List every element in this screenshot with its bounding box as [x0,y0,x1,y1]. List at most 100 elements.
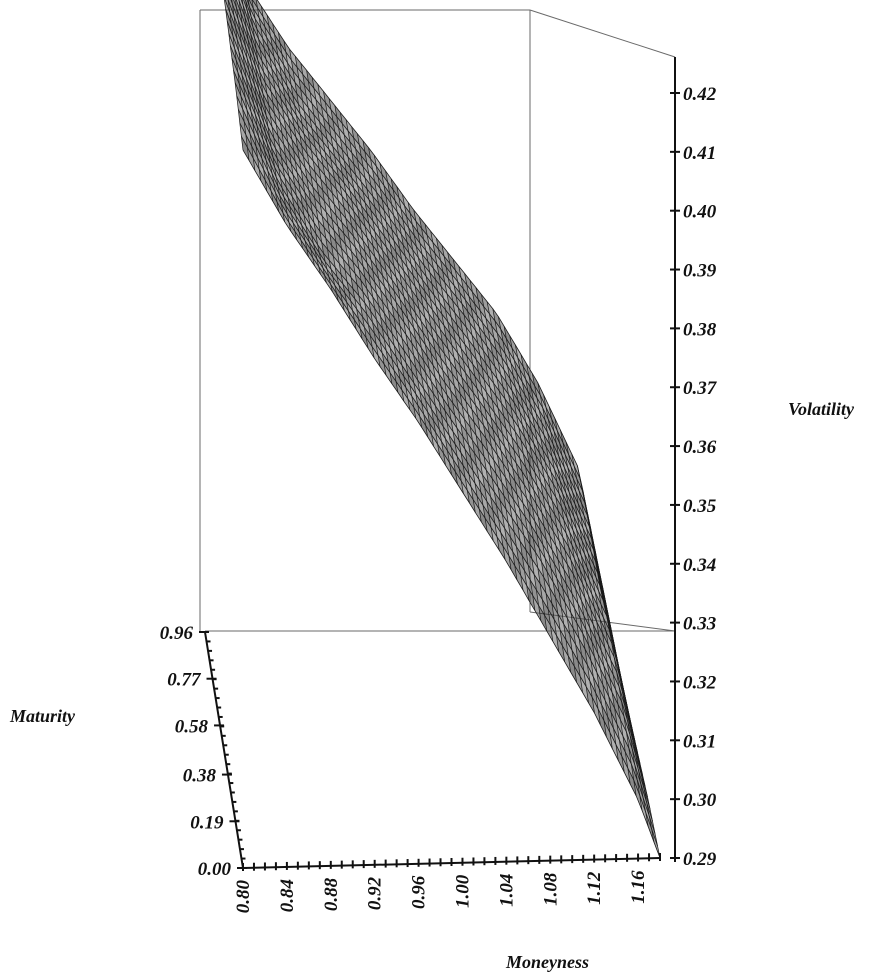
surface-patch [567,467,576,492]
surface-patch [570,612,580,639]
surface-patch [488,330,497,350]
surface-patch [553,484,562,507]
surface-patch [600,668,609,697]
surface-patch [577,516,586,541]
surface-line-maturity [543,394,601,725]
surface-patch [431,353,439,374]
surface-patch [295,215,304,233]
surface-patch [390,348,398,368]
surface-patch [340,112,348,131]
surface-patch [254,38,262,61]
surface-patch [578,503,587,528]
surface-line-maturity [390,178,440,456]
surface-patch [474,303,483,323]
surface-patch [306,70,314,89]
surface-patch [545,508,554,532]
surface-patch [260,50,268,70]
surface-patch [543,394,552,419]
surface-patch [250,33,258,61]
surface-patch [600,619,609,646]
surface-patch [374,256,383,276]
surface-patch [528,511,537,535]
surface-patch [316,183,325,202]
surface-patch [563,519,572,546]
surface-patch [384,210,392,230]
surface-patch [427,261,436,280]
surface-patch [520,575,529,601]
surface-patch [442,271,451,290]
maturity-tick-label: 0.77 [167,670,202,691]
surface-line-maturity [231,0,256,171]
surface-patch [378,330,387,351]
surface-patch [532,416,541,438]
surface-patch [568,598,577,623]
surface-patch [251,146,260,170]
surface-patch [439,402,448,424]
surface-patch [292,95,301,115]
surface-patch [478,299,486,319]
surface-patch [546,593,555,620]
surface-line-maturity [599,586,661,859]
surface-patch [307,130,316,148]
surface-patch [469,474,478,497]
surface-patch [601,604,610,630]
surface-patch [483,306,492,326]
surface-patch [497,455,506,478]
surface-patch [303,133,312,151]
surface-patch [252,123,261,148]
surface-patch [549,587,558,614]
moneyness-tick-label: 1.12 [584,871,605,905]
surface-patch [588,645,597,673]
surface-patch [461,303,470,323]
surface-patch [259,118,268,144]
surface-patch [539,453,548,475]
surface-patch [476,315,485,335]
surface-patch [447,450,456,472]
surface-patch [582,541,591,566]
surface-line-moneyness [242,149,661,859]
surface-patch [355,222,364,241]
surface-patch [563,480,572,505]
surface-patch [307,234,316,252]
surface-patch [288,117,296,138]
surface-patch [544,615,553,642]
surface-patch [284,97,293,117]
surface-patch [517,526,526,550]
surface-patch [552,550,561,574]
surface-patch [573,574,582,601]
surface-patch [297,148,306,168]
surface-patch [339,237,348,256]
surface-patch [253,158,261,181]
surface-patch [380,188,388,208]
surface-line-maturity [328,98,375,358]
surface-patch [380,290,389,310]
surface-patch [345,244,354,263]
surface-patch [348,311,357,330]
surface-patch [384,261,393,281]
surface-patch [474,347,483,368]
surface-patch [576,478,585,503]
surface-patch [361,181,369,200]
surface-patch [306,202,314,223]
surface-patch [523,503,532,526]
maturity-tick-label: 0.00 [198,859,232,880]
surface-patch [552,456,561,481]
surface-patch [287,214,295,232]
surface-patch [376,192,385,211]
surface-patch [380,341,389,362]
surface-patch [578,603,587,631]
surface-patch [601,704,610,733]
surface-line-maturity [424,224,476,513]
surface-patch [570,517,579,543]
surface-patch [501,403,510,424]
surface-patch [408,227,417,247]
surface-patch [291,214,300,232]
surface-patch [322,190,331,209]
surface-patch [420,268,429,288]
surface-patch [503,546,512,570]
surface-patch [451,447,460,469]
surface-patch [580,676,589,703]
surface-patch [601,651,610,678]
surface-patch [260,28,269,48]
surface-patch [328,171,337,190]
